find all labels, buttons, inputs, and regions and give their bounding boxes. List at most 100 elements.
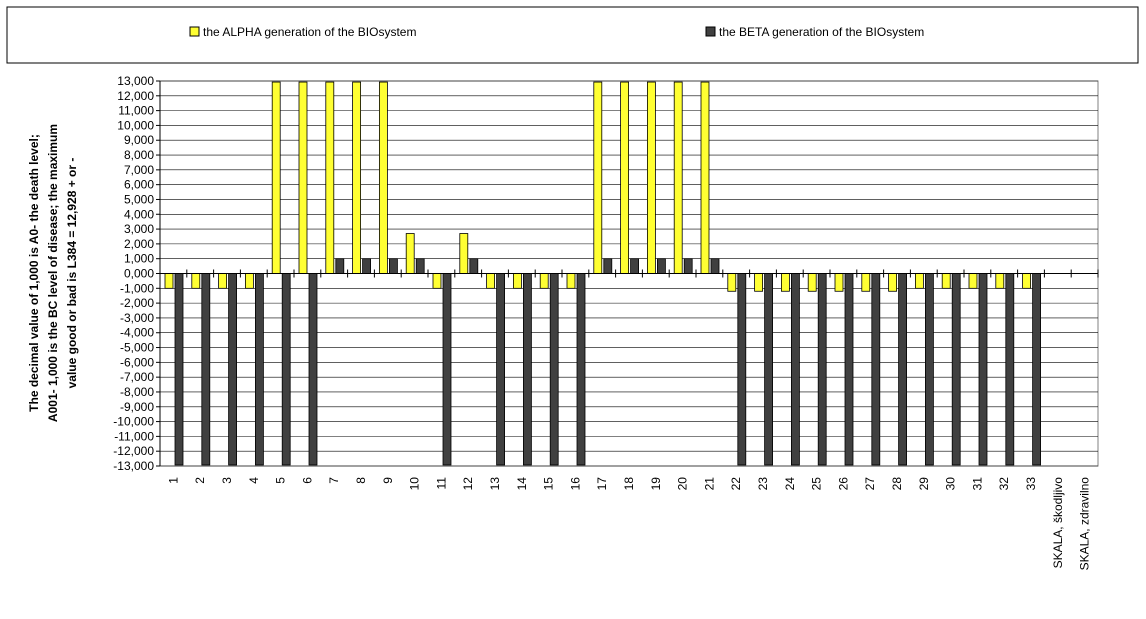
y-tick-label-11: -2,000 xyxy=(120,296,154,310)
bar-alpha-33 xyxy=(1022,273,1031,289)
bar-alpha-21 xyxy=(700,81,710,274)
x-tick-label-10: 11 xyxy=(434,477,448,490)
x-tick-label-28: 29 xyxy=(917,477,931,491)
x-tick-label-5: 6 xyxy=(300,477,314,484)
x-tick-label-21: 22 xyxy=(729,477,743,491)
x-tick-label-6: 7 xyxy=(327,477,341,484)
bar-beta-3 xyxy=(228,273,238,466)
y-tick-label-12: -1,000 xyxy=(120,281,154,295)
bar-beta-18 xyxy=(630,258,639,274)
bar-alpha-15 xyxy=(539,273,549,289)
bar-alpha-27 xyxy=(861,273,871,292)
bar-alpha-3 xyxy=(218,273,228,289)
x-tick-label-24: 25 xyxy=(810,477,824,491)
legend-label-0: the ALPHA generation of the BIOsystem xyxy=(203,25,416,39)
x-tick-label-13: 14 xyxy=(515,477,529,491)
bar-alpha-19 xyxy=(647,81,656,274)
bar-alpha-14 xyxy=(513,273,522,289)
x-tick-label-18: 19 xyxy=(649,477,663,491)
x-tick-label-17: 18 xyxy=(622,477,636,491)
y-axis-label-line-0: The decimal value of 1,000 is A0- the de… xyxy=(27,134,41,412)
x-tick-label-15: 16 xyxy=(568,477,582,491)
y-tick-label-2: -11,000 xyxy=(114,429,154,443)
bar-alpha-24 xyxy=(781,273,790,292)
y-tick-label-25: 12,000 xyxy=(117,89,154,103)
x-tick-label-12: 13 xyxy=(488,477,502,491)
bar-alpha-8 xyxy=(352,81,362,274)
bar-alpha-2 xyxy=(191,273,201,289)
bar-beta-13 xyxy=(496,273,506,466)
bar-alpha-12 xyxy=(459,233,469,274)
x-tick-label-20: 21 xyxy=(702,477,716,491)
bar-beta-14 xyxy=(523,273,532,466)
bar-alpha-9 xyxy=(378,81,388,274)
x-tick-label-34: SKALA, zdravilno xyxy=(1078,477,1092,571)
x-tick-label-30: 31 xyxy=(970,477,984,491)
x-tick-label-26: 27 xyxy=(863,477,877,491)
y-tick-label-14: 1,000 xyxy=(124,252,154,266)
y-tick-label-19: 6,000 xyxy=(124,178,154,192)
bar-alpha-22 xyxy=(727,273,737,292)
bar-alpha-13 xyxy=(486,273,496,289)
x-tick-label-7: 8 xyxy=(354,477,368,484)
x-tick-label-27: 28 xyxy=(890,477,904,491)
y-tick-label-17: 4,000 xyxy=(124,207,154,221)
bar-beta-17 xyxy=(603,258,613,274)
legend-swatch-1 xyxy=(705,26,716,37)
y-tick-label-8: -5,000 xyxy=(120,341,154,355)
y-tick-label-20: 7,000 xyxy=(124,163,154,177)
y-tick-label-24: 11,000 xyxy=(118,104,154,118)
x-tick-label-9: 10 xyxy=(408,477,422,491)
bar-alpha-26 xyxy=(834,273,844,292)
y-tick-label-4: -9,000 xyxy=(120,400,154,414)
y-tick-label-22: 9,000 xyxy=(124,133,154,147)
legend-box xyxy=(6,6,1139,64)
y-tick-label-13: 0,000 xyxy=(124,267,154,281)
bar-alpha-31 xyxy=(968,273,978,289)
bar-beta-7 xyxy=(335,258,345,274)
bar-beta-28 xyxy=(898,273,907,466)
bar-alpha-20 xyxy=(673,81,683,274)
bar-beta-23 xyxy=(764,273,773,466)
y-tick-label-18: 5,000 xyxy=(124,192,154,206)
x-tick-label-16: 17 xyxy=(595,477,609,491)
y-tick-label-23: 10,000 xyxy=(117,118,154,132)
legend-label-1: the BETA generation of the BIOsystem xyxy=(719,25,924,39)
y-tick-label-26: 13,000 xyxy=(117,74,154,88)
bar-alpha-17 xyxy=(593,81,603,274)
bar-beta-19 xyxy=(657,258,666,274)
bar-beta-32 xyxy=(1005,273,1015,466)
y-tick-label-0: -13,000 xyxy=(113,459,154,473)
x-tick-label-33: SKALA, škodljivo xyxy=(1051,477,1065,569)
bar-beta-8 xyxy=(362,258,372,274)
bar-alpha-18 xyxy=(620,81,629,274)
bar-alpha-1 xyxy=(164,273,174,289)
bar-beta-25 xyxy=(817,273,827,466)
bar-alpha-30 xyxy=(941,273,951,289)
y-tick-label-5: -8,000 xyxy=(120,385,154,399)
bar-beta-20 xyxy=(683,258,693,274)
x-tick-label-8: 9 xyxy=(381,477,395,484)
bar-alpha-6 xyxy=(298,81,308,274)
bar-beta-27 xyxy=(871,273,881,466)
x-tick-label-22: 23 xyxy=(756,477,770,491)
bar-beta-22 xyxy=(737,273,747,466)
bar-beta-26 xyxy=(844,273,854,466)
y-tick-label-16: 3,000 xyxy=(124,222,154,236)
x-tick-label-31: 32 xyxy=(997,477,1011,491)
bar-alpha-7 xyxy=(325,81,335,274)
bar-alpha-16 xyxy=(566,273,576,289)
x-tick-label-29: 30 xyxy=(944,477,958,491)
bar-beta-24 xyxy=(791,273,800,466)
x-tick-label-4: 5 xyxy=(274,477,288,484)
x-tick-label-3: 4 xyxy=(247,477,261,484)
y-axis-label-line-2: value good or bad is L384 = 12,928 + or … xyxy=(65,158,79,389)
x-tick-label-0: 1 xyxy=(166,477,180,484)
bar-beta-11 xyxy=(442,273,452,466)
bar-beta-15 xyxy=(549,273,559,466)
y-tick-label-15: 2,000 xyxy=(124,237,154,251)
y-tick-label-1: -12,000 xyxy=(113,444,154,458)
bar-beta-16 xyxy=(576,273,586,466)
legend-swatch-0 xyxy=(189,26,200,37)
